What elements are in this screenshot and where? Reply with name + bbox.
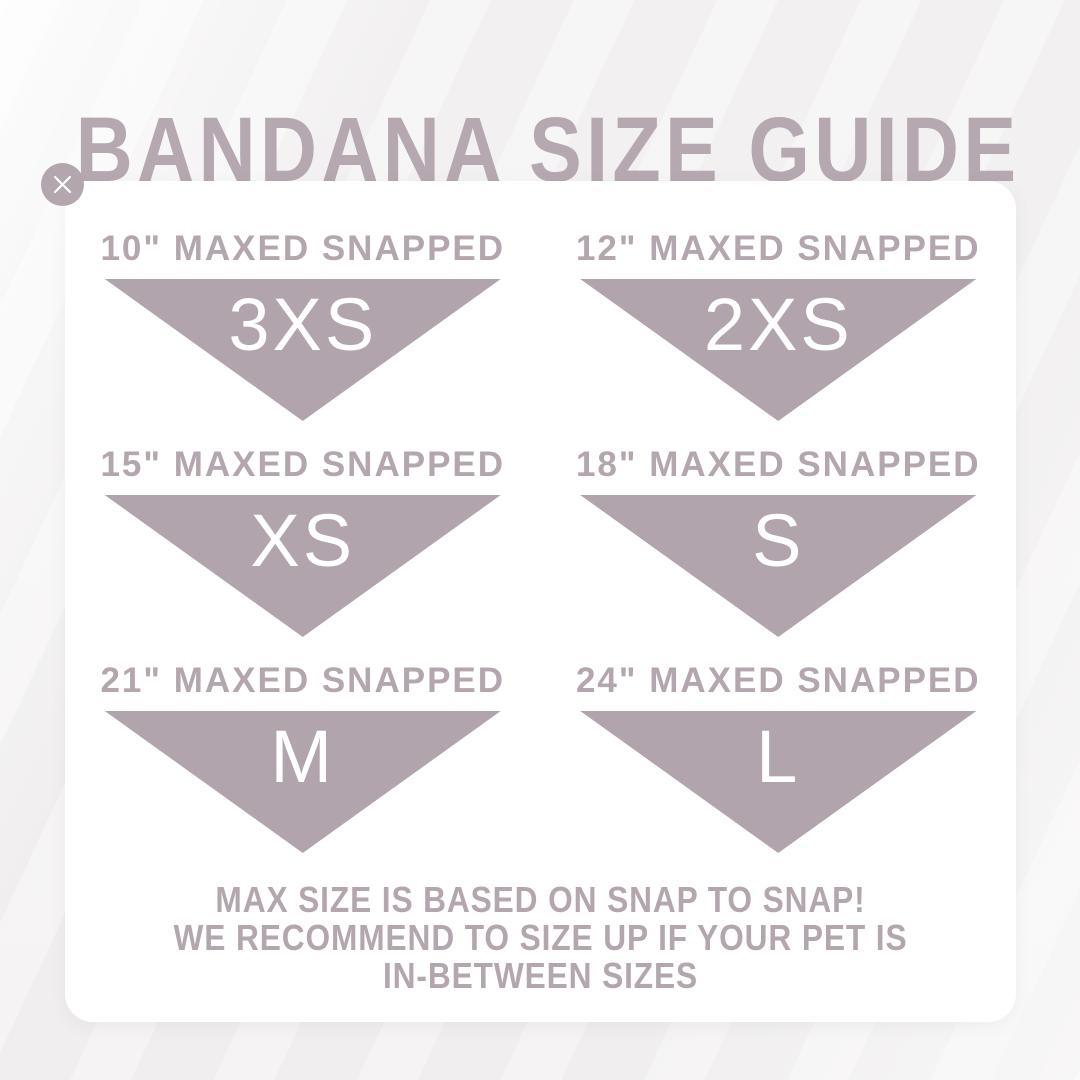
size-cell-xs: 15" MAXED SNAPPED XS (65, 447, 541, 637)
footnote-line-1: MAX SIZE IS BASED ON SNAP TO SNAP! (215, 879, 866, 920)
bandana-triangle-icon: 3XS (104, 279, 501, 421)
size-cell-m: 21" MAXED SNAPPED M (65, 663, 541, 853)
size-letter: 3XS (228, 283, 378, 366)
bandana-triangle-icon: M (104, 711, 501, 853)
size-cell-label: 12" MAXED SNAPPED (575, 229, 981, 268)
size-guide-card: 10" MAXED SNAPPED 3XS 12" MAXED SNAPPED … (65, 181, 1016, 1022)
bandana-triangle-icon: XS (104, 495, 501, 637)
size-cell-s: 18" MAXED SNAPPED S (541, 447, 1017, 637)
size-cell-label: 24" MAXED SNAPPED (575, 661, 981, 700)
size-letter: L (756, 715, 801, 798)
bandana-triangle-icon: 2XS (580, 279, 977, 421)
size-letter: 2XS (703, 283, 853, 366)
size-cell-3xs: 10" MAXED SNAPPED 3XS (65, 231, 541, 421)
size-grid: 10" MAXED SNAPPED 3XS 12" MAXED SNAPPED … (65, 181, 1016, 853)
close-button[interactable] (41, 163, 84, 206)
size-letter: XS (250, 499, 356, 582)
close-x-icon (53, 175, 72, 194)
size-cell-label: 15" MAXED SNAPPED (100, 445, 506, 484)
bandana-triangle-icon: S (580, 495, 977, 637)
bandana-triangle-icon: L (580, 711, 977, 853)
footnote-line-3: IN-BETWEEN SIZES (382, 955, 699, 996)
size-cell-2xs: 12" MAXED SNAPPED 2XS (541, 231, 1017, 421)
footnote-line-2: WE RECOMMEND TO SIZE UP IF YOUR PET IS (173, 917, 908, 958)
size-letter: S (752, 499, 805, 582)
size-cell-l: 24" MAXED SNAPPED L (541, 663, 1017, 853)
size-cell-label: 18" MAXED SNAPPED (575, 445, 981, 484)
footnote: MAX SIZE IS BASED ON SNAP TO SNAP! WE RE… (122, 881, 959, 995)
size-letter: M (270, 715, 336, 798)
size-cell-label: 21" MAXED SNAPPED (100, 661, 506, 700)
size-cell-label: 10" MAXED SNAPPED (100, 229, 506, 268)
